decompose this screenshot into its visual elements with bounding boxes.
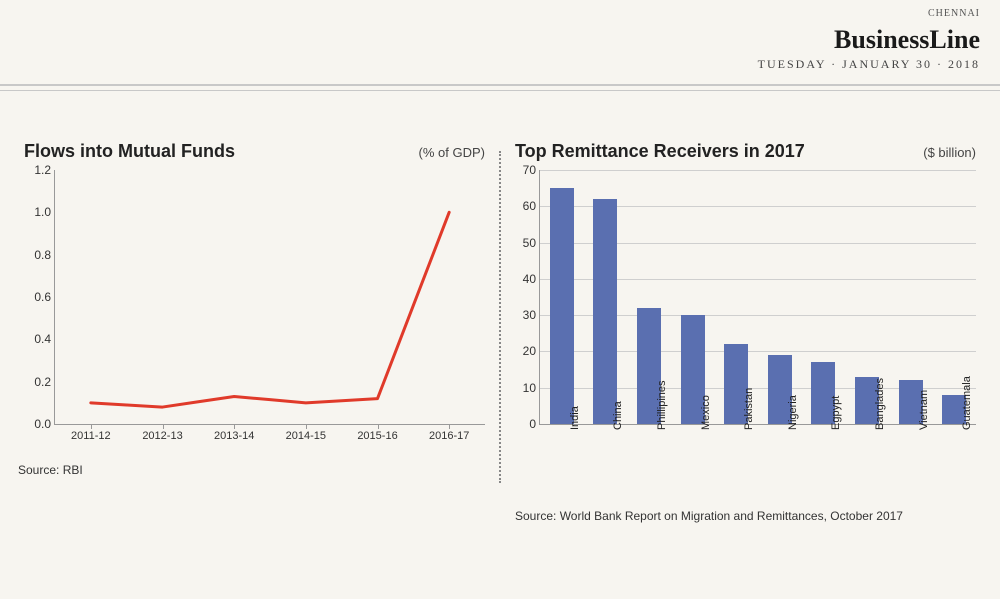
x-tick-label: Banglades bbox=[872, 378, 886, 430]
y-tick-label: 40 bbox=[516, 272, 536, 286]
y-tick-label: 50 bbox=[516, 236, 536, 250]
charts-row: Flows into Mutual Funds (% of GDP) 0.00.… bbox=[0, 141, 1000, 523]
x-tick-label: 2011-12 bbox=[71, 430, 111, 442]
x-tick-label: Egpypt bbox=[828, 396, 842, 430]
y-tick-label: 10 bbox=[516, 381, 536, 395]
chart-title-row: Top Remittance Receivers in 2017 ($ bill… bbox=[515, 141, 976, 162]
y-tick-label: 0.4 bbox=[25, 332, 51, 346]
y-tick-label: 0.8 bbox=[25, 248, 51, 262]
chart-unit: (% of GDP) bbox=[419, 145, 485, 160]
y-tick-label: 0.0 bbox=[25, 417, 51, 431]
line-plot-area: 0.00.20.40.60.81.01.22011-122012-132013-… bbox=[54, 170, 485, 425]
chart-source: Source: RBI bbox=[18, 463, 485, 477]
y-tick-label: 1.0 bbox=[25, 205, 51, 219]
x-tick-label: 2015-16 bbox=[357, 430, 397, 442]
y-tick-label: 60 bbox=[516, 199, 536, 213]
y-tick-label: 1.2 bbox=[25, 163, 51, 177]
bar-plot-area: 010203040506070IndiaChinaPhillipinesMexi… bbox=[539, 170, 976, 425]
x-tick-label: Phillipines bbox=[654, 380, 668, 430]
x-tick-label: India bbox=[567, 406, 581, 430]
x-tick-label: Vietnam bbox=[916, 390, 930, 430]
chart-source: Source: World Bank Report on Migration a… bbox=[515, 509, 976, 523]
x-tick-label: Mexico bbox=[698, 395, 712, 430]
y-tick-label: 20 bbox=[516, 344, 536, 358]
chart-title-row: Flows into Mutual Funds (% of GDP) bbox=[24, 141, 485, 162]
chart-title: Flows into Mutual Funds bbox=[24, 141, 235, 162]
masthead: BusinessLine bbox=[20, 25, 980, 55]
dateline: TUESDAY · JANUARY 30 · 2018 bbox=[20, 57, 980, 72]
x-tick-label: 2014-15 bbox=[286, 430, 326, 442]
y-tick-label: 0.6 bbox=[25, 290, 51, 304]
remittance-chart: Top Remittance Receivers in 2017 ($ bill… bbox=[501, 141, 990, 523]
x-tick-label: Guatemala bbox=[959, 376, 973, 430]
chart-title: Top Remittance Receivers in 2017 bbox=[515, 141, 805, 162]
x-tick-label: Pakistan bbox=[741, 388, 755, 430]
x-tick-label: 2012-13 bbox=[142, 430, 182, 442]
y-tick-label: 0.2 bbox=[25, 375, 51, 389]
x-tick-label: 2016-17 bbox=[429, 430, 469, 442]
mutual-funds-chart: Flows into Mutual Funds (% of GDP) 0.00.… bbox=[10, 141, 499, 523]
line-path bbox=[55, 170, 485, 424]
edition-label: CHENNAI bbox=[20, 8, 980, 19]
chart-unit: ($ billion) bbox=[923, 145, 976, 160]
x-tick-label: 2013-14 bbox=[214, 430, 254, 442]
y-tick-label: 70 bbox=[516, 163, 536, 177]
y-tick-label: 30 bbox=[516, 308, 536, 322]
x-tick-label: Nigeria bbox=[785, 395, 799, 430]
newspaper-header: CHENNAI BusinessLine TUESDAY · JANUARY 3… bbox=[0, 0, 1000, 86]
x-tick-label: China bbox=[610, 401, 624, 430]
bar bbox=[593, 199, 617, 424]
bar bbox=[550, 188, 574, 424]
y-tick-label: 0 bbox=[516, 417, 536, 431]
